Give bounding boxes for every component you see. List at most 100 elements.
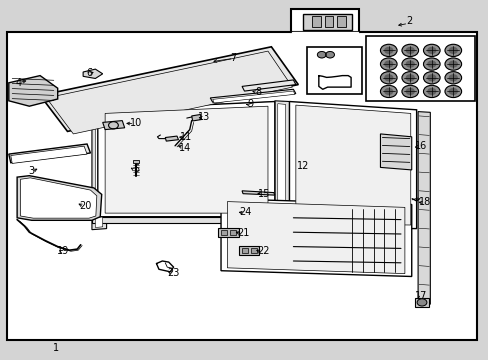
Circle shape	[445, 58, 460, 70]
Circle shape	[384, 61, 392, 67]
Polygon shape	[250, 248, 256, 253]
Circle shape	[406, 89, 413, 94]
Text: 16: 16	[414, 141, 427, 151]
Text: 22: 22	[256, 246, 269, 256]
Polygon shape	[242, 191, 274, 195]
Circle shape	[402, 45, 417, 56]
Text: 14: 14	[178, 143, 191, 153]
Polygon shape	[46, 51, 292, 134]
Circle shape	[448, 75, 456, 81]
Circle shape	[402, 72, 417, 84]
Circle shape	[427, 61, 435, 67]
Text: 8: 8	[255, 87, 261, 97]
Polygon shape	[210, 89, 295, 102]
Circle shape	[384, 48, 392, 53]
Polygon shape	[92, 217, 289, 223]
Polygon shape	[242, 80, 295, 91]
Text: 13: 13	[198, 112, 210, 122]
Circle shape	[445, 86, 460, 97]
Polygon shape	[380, 134, 411, 170]
Circle shape	[402, 86, 417, 97]
Circle shape	[380, 72, 396, 84]
Polygon shape	[7, 32, 476, 340]
Polygon shape	[290, 9, 359, 32]
Polygon shape	[95, 112, 102, 228]
Polygon shape	[83, 69, 102, 78]
Text: 9: 9	[247, 99, 253, 109]
Text: 15: 15	[257, 189, 270, 199]
Polygon shape	[311, 16, 320, 27]
Circle shape	[417, 299, 426, 306]
Polygon shape	[98, 102, 274, 217]
Polygon shape	[11, 146, 87, 163]
Circle shape	[384, 75, 392, 81]
Text: 6: 6	[86, 68, 92, 78]
Polygon shape	[365, 36, 474, 101]
Polygon shape	[229, 230, 235, 235]
Circle shape	[445, 72, 460, 84]
Circle shape	[445, 45, 460, 56]
Circle shape	[384, 89, 392, 94]
Text: 12: 12	[296, 161, 309, 171]
Text: 10: 10	[129, 118, 142, 128]
Polygon shape	[337, 16, 346, 27]
Circle shape	[448, 89, 456, 94]
Polygon shape	[306, 47, 361, 94]
Polygon shape	[417, 112, 429, 304]
Polygon shape	[105, 106, 267, 213]
Polygon shape	[227, 202, 404, 274]
Text: 3: 3	[29, 166, 35, 176]
Text: 19: 19	[56, 246, 69, 256]
Polygon shape	[289, 102, 416, 229]
Polygon shape	[242, 248, 247, 253]
Circle shape	[423, 72, 439, 84]
Polygon shape	[98, 102, 285, 116]
Text: 4: 4	[16, 78, 21, 88]
Circle shape	[423, 58, 439, 70]
Circle shape	[427, 75, 435, 81]
Text: 7: 7	[230, 53, 236, 63]
Polygon shape	[17, 176, 102, 220]
Polygon shape	[212, 91, 294, 103]
Polygon shape	[165, 136, 178, 141]
Text: 18: 18	[418, 197, 431, 207]
Polygon shape	[324, 16, 333, 27]
Polygon shape	[191, 114, 201, 121]
Text: 2: 2	[406, 16, 411, 26]
Polygon shape	[92, 109, 106, 230]
Circle shape	[325, 52, 333, 58]
Circle shape	[317, 52, 325, 58]
Circle shape	[427, 48, 435, 53]
Circle shape	[448, 61, 456, 67]
Polygon shape	[303, 14, 351, 30]
Circle shape	[380, 45, 396, 56]
Circle shape	[448, 48, 456, 53]
Polygon shape	[295, 105, 410, 225]
Circle shape	[423, 45, 439, 56]
Polygon shape	[292, 32, 357, 33]
Polygon shape	[221, 230, 226, 235]
Polygon shape	[102, 121, 124, 130]
Polygon shape	[20, 178, 97, 218]
Polygon shape	[221, 199, 411, 276]
Polygon shape	[238, 246, 259, 255]
Circle shape	[380, 86, 396, 97]
Circle shape	[406, 75, 413, 81]
Text: 17: 17	[414, 291, 427, 301]
Circle shape	[427, 89, 435, 94]
Text: 11: 11	[179, 132, 192, 142]
Text: 20: 20	[79, 201, 92, 211]
Polygon shape	[9, 76, 58, 106]
Circle shape	[406, 48, 413, 53]
Polygon shape	[40, 47, 298, 131]
Text: 24: 24	[239, 207, 251, 217]
Circle shape	[402, 58, 417, 70]
Polygon shape	[277, 104, 285, 226]
Polygon shape	[133, 160, 139, 163]
Polygon shape	[274, 101, 289, 229]
Circle shape	[423, 86, 439, 97]
Text: 1: 1	[53, 343, 59, 354]
Text: 23: 23	[167, 268, 180, 278]
Text: 21: 21	[237, 228, 249, 238]
Polygon shape	[217, 228, 238, 237]
